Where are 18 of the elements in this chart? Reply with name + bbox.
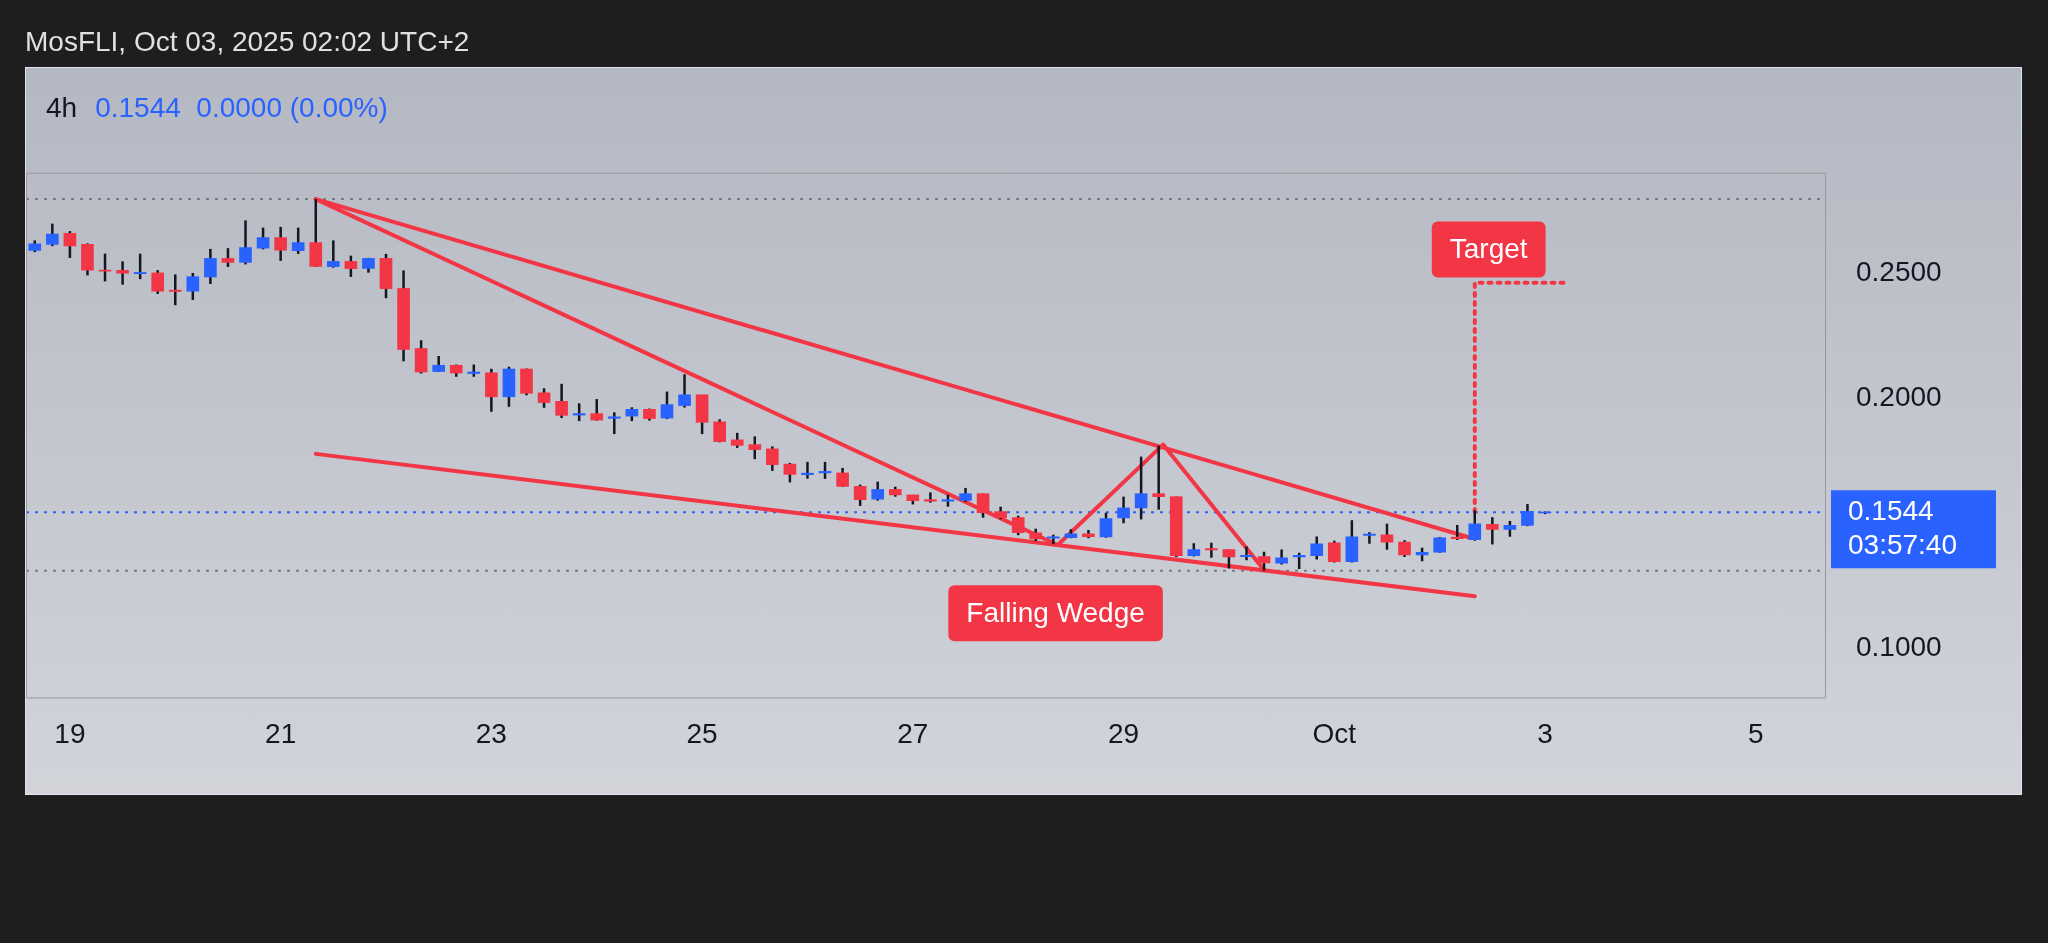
x-tick-label: 27 <box>897 717 929 749</box>
x-tick-label: 19 <box>54 717 86 749</box>
x-tick-label: 3 <box>1537 717 1553 749</box>
annotation: Target <box>1449 233 1528 265</box>
y-tick-label: 0.2000 <box>1856 380 1942 412</box>
text: MosFLI, Oct 03, 2025 02:02 UTC+2 <box>25 26 470 58</box>
x-tick-label: 29 <box>1107 717 1140 749</box>
x-tick-label: 5 <box>1747 717 1764 749</box>
chart-title: 4h <box>46 92 78 123</box>
y-tick-label: 0.1000 <box>1856 631 1942 663</box>
x-tick-label: 21 <box>265 717 297 749</box>
x-tick-label: 23 <box>475 717 507 749</box>
ref-line-label: 0.1544 03:57:40 <box>1848 494 1957 560</box>
x-tick-label: Oct <box>1312 717 1357 749</box>
chart-subtitle: 0.1544 0.0000 (0.00%) <box>95 92 388 123</box>
y-tick-label: 0.2500 <box>1856 255 1942 287</box>
x-tick-label: 25 <box>686 717 718 749</box>
annotation: Falling Wedge <box>966 596 1145 628</box>
